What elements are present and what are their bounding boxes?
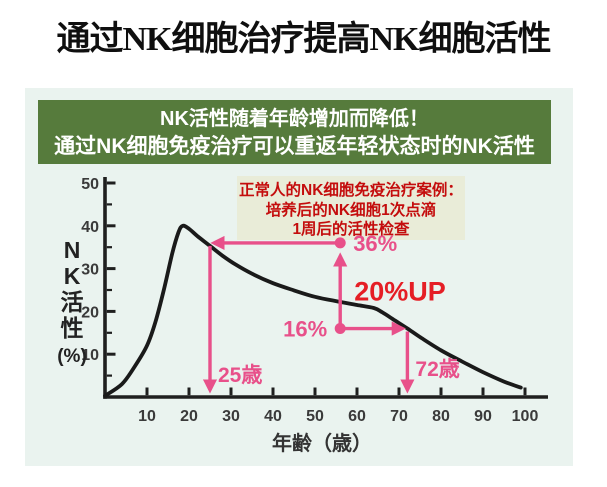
tick-layer: 10 20 30 40 50 10 20 30 40 50 60 70 80 90 100 (81, 176, 538, 425)
young-age-label: 25歳 (218, 364, 262, 387)
y-tick-label: 40 (81, 219, 99, 236)
baseline-value-label: 16% (283, 317, 327, 342)
y-tick-label: 30 (81, 262, 99, 279)
note-line-2: 培养后的NK细胞1次点滴 (266, 200, 437, 219)
y-axis-title-char: N (64, 237, 81, 263)
note-line-3: 1周后的活性检查 (292, 219, 410, 238)
y-axis-title: NK活性 (%) (57, 237, 87, 367)
x-tick-label: 40 (264, 408, 282, 425)
note-box: 正常人的NK细胞免疫治疗案例： 培养后的NK细胞1次点滴 1周后的活性检查 (237, 176, 465, 240)
old-age-label: 72歳 (415, 358, 459, 381)
baseline-point (334, 323, 346, 335)
x-tick-label: 100 (512, 408, 539, 425)
nk-activity-curve (103, 223, 523, 398)
up-label: 20%UP (354, 277, 446, 307)
y-axis-title-char: 活 (61, 289, 84, 315)
x-tick-label: 10 (138, 408, 156, 425)
y-tick-label: 20 (81, 304, 99, 321)
page-title: 通过NK细胞治疗提高NK细胞活性 (56, 21, 552, 58)
banner-line-2: 通过NK细胞免疫治疗可以重返年轻状态时的NK活性 (54, 135, 535, 158)
x-tick-label: 80 (432, 408, 450, 425)
green-banner: NK活性随着年龄增加而降低！ 通过NK细胞免疫治疗可以重返年轻状态时的NK活性 (38, 100, 551, 164)
x-tick-label: 90 (474, 408, 492, 425)
y-axis-title-char: 性 (61, 315, 84, 341)
annotation-labels: 36% 16% 20%UP 25歳 72歳 (218, 231, 460, 387)
y-tick-label: 10 (81, 347, 99, 364)
note-line-1: 正常人的NK细胞免疫治疗案例： (239, 180, 463, 199)
x-tick-label: 50 (306, 408, 324, 425)
banner-line-1: NK活性随着年龄增加而降低！ (160, 108, 429, 130)
x-tick-label: 20 (180, 408, 198, 425)
treated-point (334, 237, 346, 249)
y-axis-title-char: (%) (57, 346, 87, 367)
x-tick-label: 70 (390, 408, 408, 425)
axes (103, 177, 548, 399)
x-axis-title: 年齢（歳） (272, 431, 372, 455)
x-tick-label: 30 (222, 408, 240, 425)
y-tick-label: 50 (81, 176, 99, 193)
curve-layer (103, 223, 523, 398)
chart-panel: NK活性随着年龄增加而降低！ 通过NK细胞免疫治疗可以重返年轻状态时的NK活性 … (25, 88, 573, 466)
y-axis-title-char: K (64, 263, 81, 289)
x-tick-label: 60 (348, 408, 366, 425)
treated-value-label: 36% (353, 231, 397, 256)
note-box-bg (237, 176, 465, 240)
annotation-shapes (202, 235, 415, 394)
